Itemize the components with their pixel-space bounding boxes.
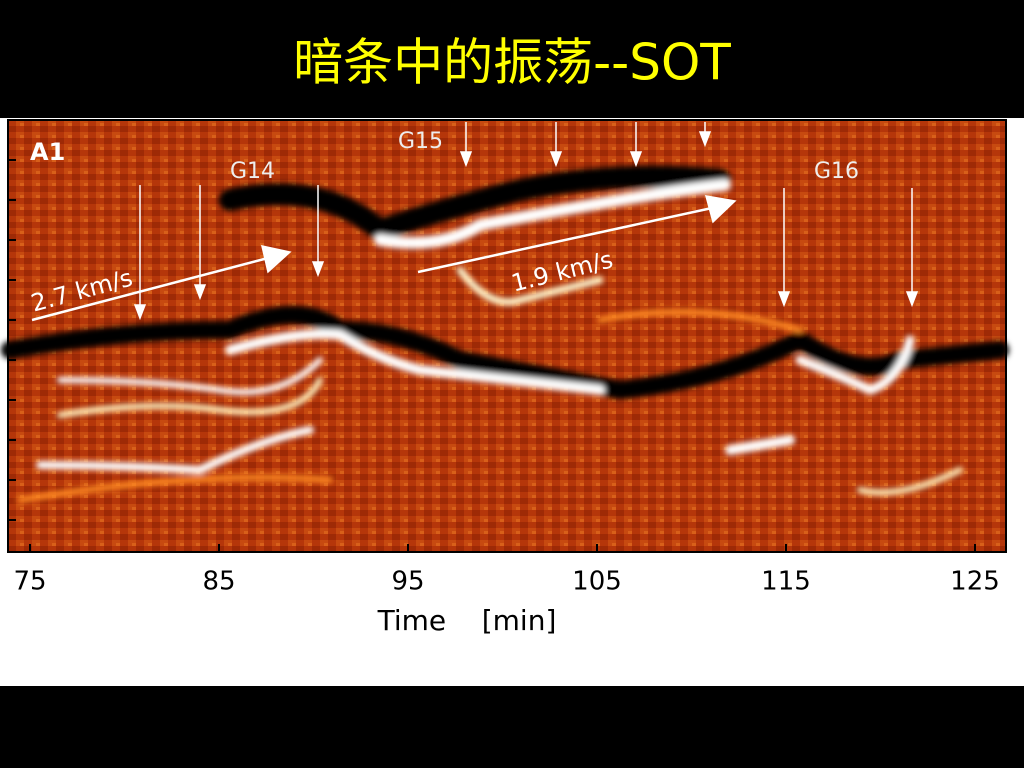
x-axis-label: Time [min]	[377, 604, 557, 637]
slide-title: 暗条中的振荡--SOT	[293, 34, 731, 92]
x-tick-label: 115	[761, 567, 811, 597]
x-tick-label: 105	[572, 567, 622, 597]
group-label: G16	[814, 159, 859, 184]
panel-label: A1	[30, 138, 65, 166]
x-tick-label: 125	[950, 567, 1000, 597]
x-tick-label: 95	[391, 567, 424, 597]
bottom-bar	[0, 686, 1024, 768]
group-label: G15	[398, 129, 443, 154]
x-tick-label: 85	[202, 567, 235, 597]
x-tick-label: 75	[13, 567, 46, 597]
time-distance-image	[1, 119, 1009, 553]
x-axis: 75 85 95 105 115 125	[13, 544, 1000, 597]
title-bar	[0, 0, 1024, 118]
group-label: G14	[230, 159, 275, 184]
